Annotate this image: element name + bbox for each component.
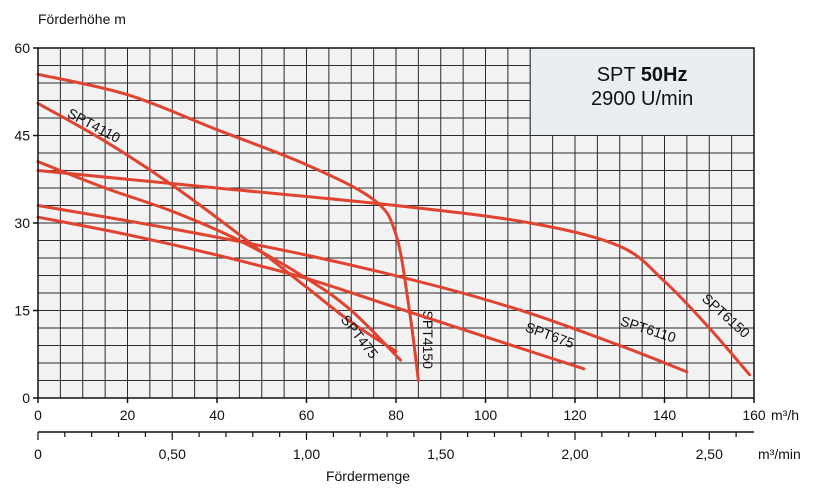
x-tick-label: 120	[563, 407, 587, 423]
y-tick-label: 60	[14, 40, 30, 56]
x-tick-label: 0	[34, 407, 42, 423]
x-tick-label: 100	[474, 407, 498, 423]
y-tick-label: 15	[14, 303, 30, 319]
secondary-tick-label: 2,00	[561, 446, 588, 462]
series-line-spt4110	[36, 101, 398, 353]
x-axis-title: Fördermenge	[326, 468, 410, 484]
x-tick-label: 60	[299, 407, 315, 423]
x-tick-label: 80	[388, 407, 404, 423]
x-tick-label: 160	[742, 407, 766, 423]
x-tick-label: 20	[120, 407, 136, 423]
series-label-spt4150: SPT4150	[420, 311, 436, 370]
secondary-tick-label: 2,50	[696, 446, 723, 462]
x-tick-label: 40	[209, 407, 225, 423]
info-box-title: SPT 50Hz	[597, 64, 688, 86]
axes: 0 15 30 45 60 0 20 40 60 80 100 120 140 160 m³/h 0 0,50 1…	[14, 40, 800, 462]
series-line-spt6110	[36, 204, 689, 374]
y-axis-title: Förderhöhe m	[38, 11, 126, 27]
series-line-spt6150	[36, 169, 751, 377]
info-box-subtitle: 2900 U/min	[591, 88, 693, 110]
info-box-title-prefix: SPT	[597, 64, 641, 86]
series-line-spt4150	[36, 72, 420, 382]
y-tick-label: 0	[22, 390, 30, 406]
info-box-background	[529, 47, 755, 136]
series-line-spt675	[36, 215, 586, 371]
secondary-tick-label: 0	[34, 446, 42, 462]
secondary-unit-label: m³/min	[758, 446, 801, 462]
info-box-title-bold: 50Hz	[641, 64, 688, 86]
y-tick-label: 45	[14, 128, 30, 144]
secondary-tick-label: 1,00	[293, 446, 320, 462]
y-tick-label: 30	[14, 215, 30, 231]
x-unit-label: m³/h	[771, 407, 799, 423]
secondary-tick-label: 0,50	[159, 446, 186, 462]
secondary-tick-label: 1,50	[427, 446, 454, 462]
x-tick-label: 140	[653, 407, 677, 423]
